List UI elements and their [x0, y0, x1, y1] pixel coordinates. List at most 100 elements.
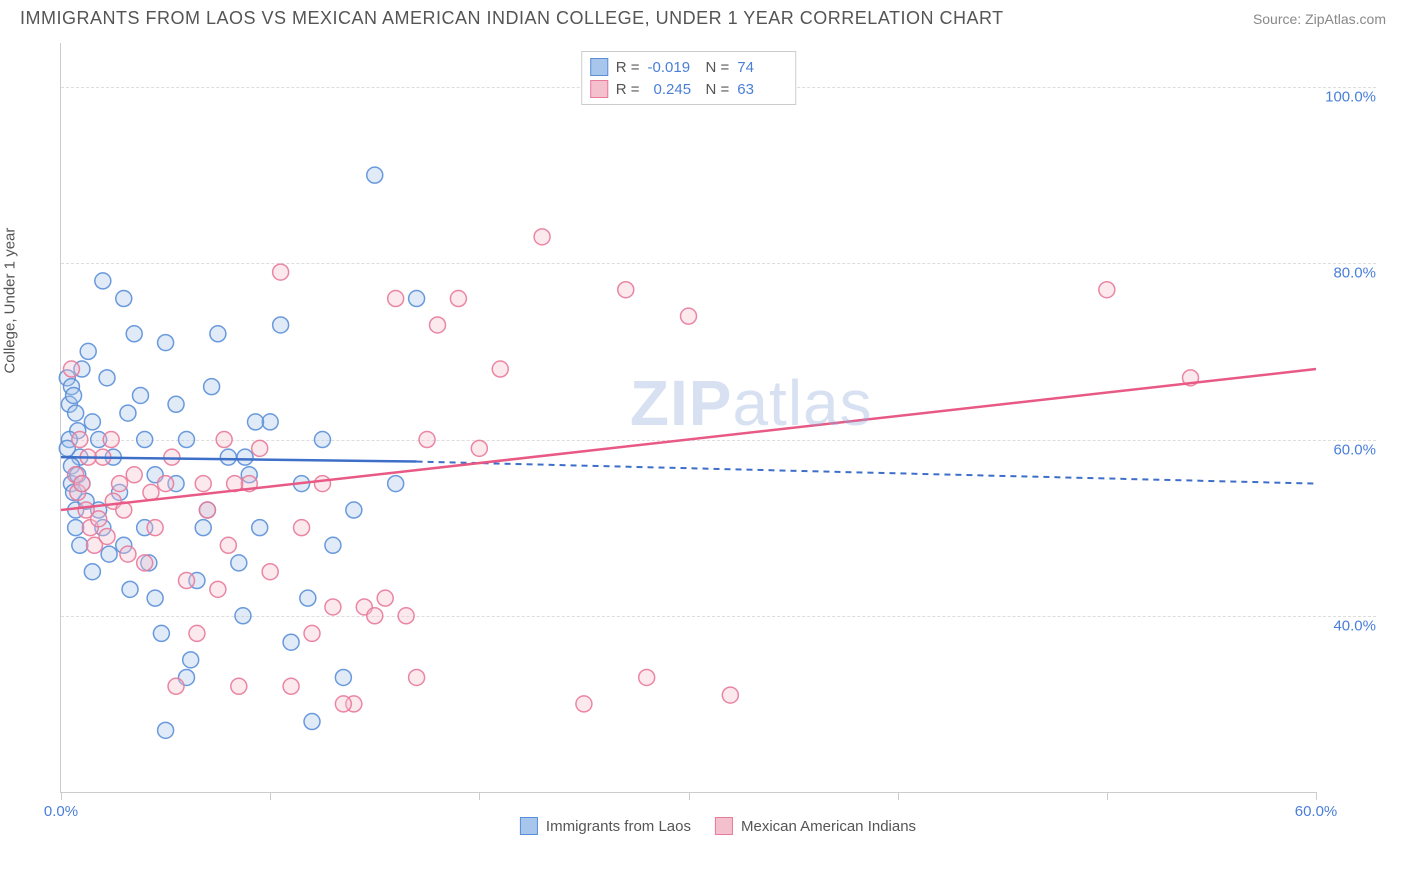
data-point-laos	[120, 405, 136, 421]
data-point-laos	[262, 414, 278, 430]
xtick	[270, 792, 271, 800]
data-point-laos	[95, 273, 111, 289]
legend-stats: R = -0.019 N = 74 R = 0.245 N = 63	[581, 51, 797, 105]
xtick-label: 60.0%	[1295, 803, 1338, 820]
trendline-laos-extrapolated	[417, 462, 1316, 484]
data-point-mexican	[143, 484, 159, 500]
data-point-laos	[314, 432, 330, 448]
data-point-mexican	[216, 432, 232, 448]
scatter-svg	[61, 43, 1316, 792]
data-point-laos	[204, 379, 220, 395]
data-point-mexican	[195, 476, 211, 492]
data-point-mexican	[199, 502, 215, 518]
legend-item-mexican: Mexican American Indians	[715, 817, 916, 835]
data-point-laos	[84, 414, 100, 430]
correlation-chart: College, Under 1 year ZIPatlas 40.0%60.0…	[50, 33, 1386, 843]
data-point-mexican	[74, 476, 90, 492]
data-point-laos	[237, 449, 253, 465]
data-point-mexican	[103, 432, 119, 448]
data-point-mexican	[639, 669, 655, 685]
xtick	[61, 792, 62, 800]
data-point-mexican	[576, 696, 592, 712]
data-point-mexican	[72, 432, 88, 448]
data-point-mexican	[398, 608, 414, 624]
chart-title: IMMIGRANTS FROM LAOS VS MEXICAN AMERICAN…	[20, 8, 1004, 29]
data-point-mexican	[252, 440, 268, 456]
source-attribution: Source: ZipAtlas.com	[1253, 11, 1386, 27]
data-point-mexican	[388, 291, 404, 307]
xtick	[689, 792, 690, 800]
data-point-mexican	[189, 625, 205, 641]
swatch-laos-icon	[520, 817, 538, 835]
data-point-laos	[273, 317, 289, 333]
ytick-label: 80.0%	[1333, 265, 1376, 282]
source-link[interactable]: ZipAtlas.com	[1305, 11, 1386, 27]
data-point-mexican	[126, 467, 142, 483]
data-point-mexican	[681, 308, 697, 324]
swatch-mexican-icon	[715, 817, 733, 835]
data-point-mexican	[112, 476, 128, 492]
data-point-laos	[137, 432, 153, 448]
data-point-mexican	[377, 590, 393, 606]
data-point-mexican	[262, 564, 278, 580]
data-point-laos	[132, 387, 148, 403]
data-point-laos	[195, 520, 211, 536]
data-point-laos	[252, 520, 268, 536]
data-point-laos	[179, 432, 195, 448]
data-point-mexican	[304, 625, 320, 641]
data-point-mexican	[430, 317, 446, 333]
data-point-mexican	[492, 361, 508, 377]
data-point-laos	[168, 396, 184, 412]
data-point-laos	[335, 669, 351, 685]
data-point-mexican	[471, 440, 487, 456]
data-point-laos	[220, 449, 236, 465]
chart-header: IMMIGRANTS FROM LAOS VS MEXICAN AMERICAN…	[0, 0, 1406, 33]
data-point-laos	[68, 405, 84, 421]
data-point-laos	[235, 608, 251, 624]
ytick-label: 100.0%	[1325, 89, 1376, 106]
data-point-mexican	[91, 511, 107, 527]
data-point-laos	[116, 291, 132, 307]
data-point-mexican	[534, 229, 550, 245]
data-point-mexican	[409, 669, 425, 685]
data-point-mexican	[220, 537, 236, 553]
data-point-laos	[122, 581, 138, 597]
data-point-laos	[231, 555, 247, 571]
data-point-laos	[147, 590, 163, 606]
plot-area: ZIPatlas 40.0%60.0%80.0%100.0%0.0%60.0% …	[60, 43, 1316, 793]
swatch-laos	[590, 58, 608, 76]
data-point-mexican	[137, 555, 153, 571]
data-point-mexican	[179, 573, 195, 589]
data-point-laos	[158, 335, 174, 351]
data-point-mexican	[335, 696, 351, 712]
data-point-mexican	[210, 581, 226, 597]
data-point-mexican	[120, 546, 136, 562]
ytick-label: 40.0%	[1333, 617, 1376, 634]
data-point-mexican	[314, 476, 330, 492]
legend-stats-row-laos: R = -0.019 N = 74	[590, 56, 788, 78]
data-point-mexican	[618, 282, 634, 298]
data-point-laos	[248, 414, 264, 430]
data-point-laos	[388, 476, 404, 492]
data-point-laos	[183, 652, 199, 668]
data-point-mexican	[1099, 282, 1115, 298]
data-point-mexican	[231, 678, 247, 694]
data-point-laos	[66, 387, 82, 403]
data-point-mexican	[273, 264, 289, 280]
data-point-laos	[126, 326, 142, 342]
legend-series: Immigrants from Laos Mexican American In…	[520, 817, 916, 835]
data-point-mexican	[63, 361, 79, 377]
data-point-mexican	[450, 291, 466, 307]
data-point-mexican	[367, 608, 383, 624]
legend-stats-row-mexican: R = 0.245 N = 63	[590, 78, 788, 100]
xtick-label: 0.0%	[44, 803, 78, 820]
legend-item-laos: Immigrants from Laos	[520, 817, 691, 835]
data-point-laos	[99, 370, 115, 386]
data-point-mexican	[168, 678, 184, 694]
data-point-mexican	[283, 678, 299, 694]
data-point-laos	[367, 167, 383, 183]
data-point-mexican	[158, 476, 174, 492]
swatch-mexican	[590, 80, 608, 98]
data-point-laos	[300, 590, 316, 606]
data-point-mexican	[419, 432, 435, 448]
